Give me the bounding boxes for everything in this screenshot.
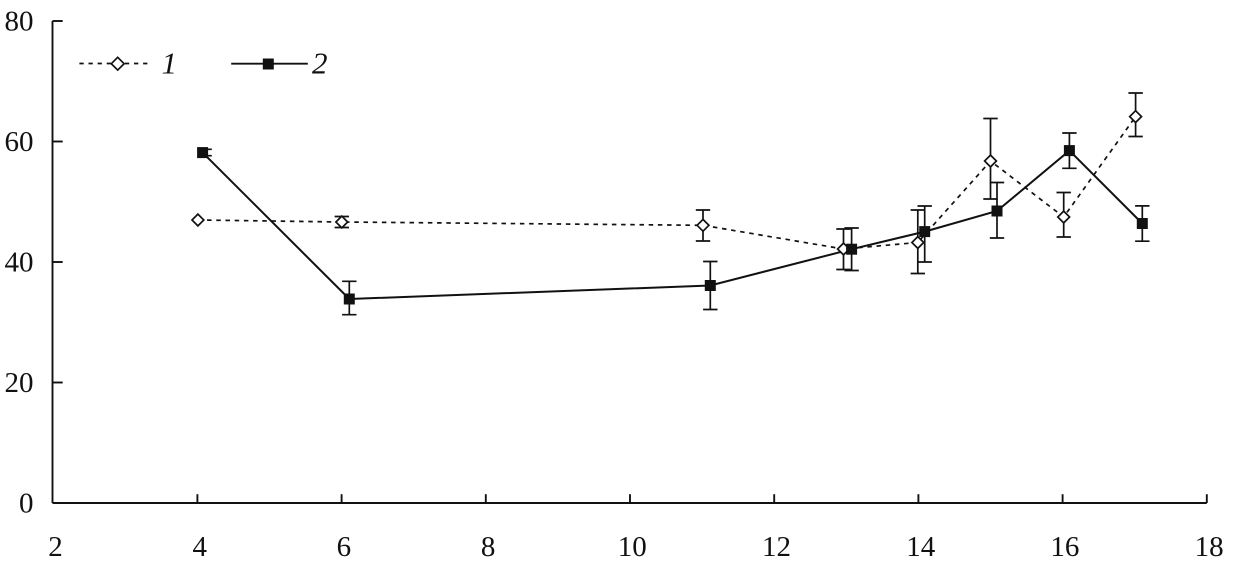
svg-text:40: 40 bbox=[5, 247, 34, 279]
svg-text:20: 20 bbox=[5, 367, 34, 399]
svg-text:12: 12 bbox=[762, 531, 791, 563]
svg-text:0: 0 bbox=[19, 488, 34, 520]
svg-text:2: 2 bbox=[48, 531, 63, 563]
svg-text:16: 16 bbox=[1050, 531, 1079, 563]
svg-text:6: 6 bbox=[337, 531, 352, 563]
svg-text:2: 2 bbox=[312, 46, 328, 81]
svg-text:18: 18 bbox=[1195, 531, 1224, 563]
svg-text:10: 10 bbox=[618, 531, 647, 563]
svg-text:4: 4 bbox=[192, 531, 207, 563]
svg-text:8: 8 bbox=[481, 531, 496, 563]
svg-text:60: 60 bbox=[5, 126, 34, 158]
svg-text:14: 14 bbox=[906, 531, 936, 563]
svg-text:80: 80 bbox=[5, 6, 34, 38]
svg-text:1: 1 bbox=[162, 46, 178, 81]
